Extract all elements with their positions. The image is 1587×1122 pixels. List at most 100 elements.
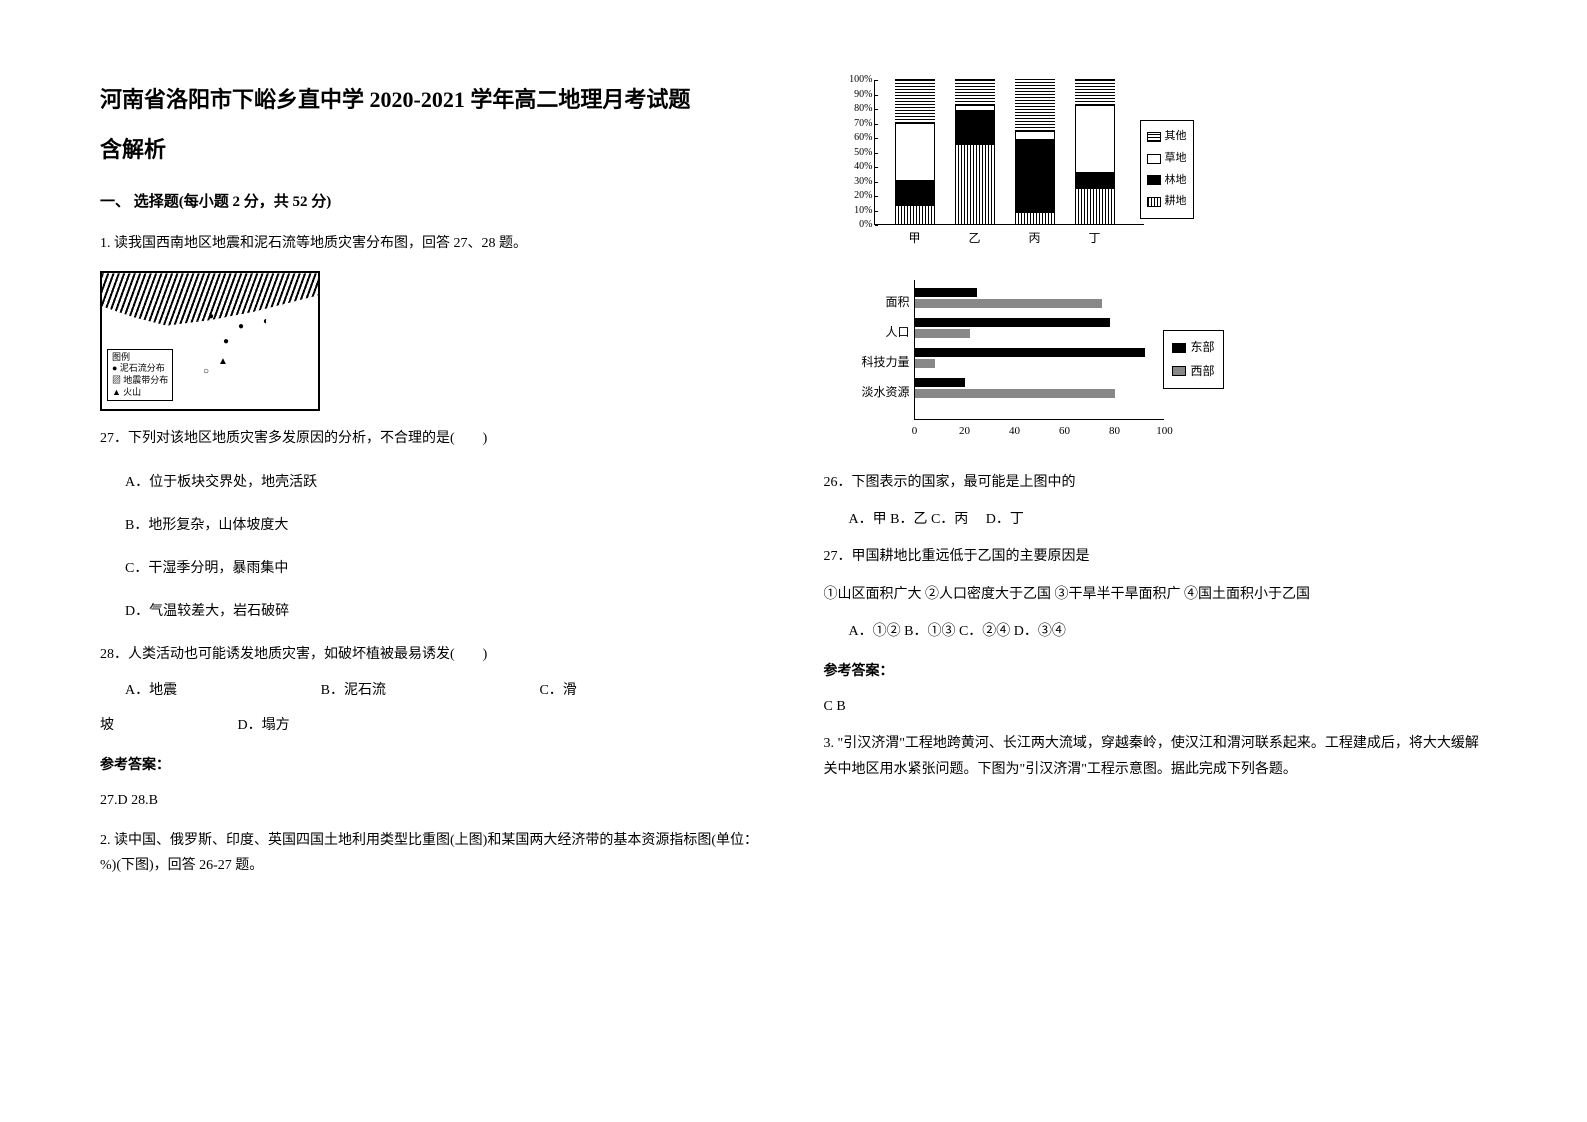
hbar-label: 淡水资源 (845, 382, 910, 404)
map-marker: ● (238, 318, 244, 336)
legend-title: 图例 (112, 352, 168, 364)
legend-swatch (1147, 197, 1161, 207)
legend-item: 耕地 (1147, 192, 1187, 212)
legend-item: ● 泥石流分布 (112, 363, 168, 375)
legend-item: ▲ 火山 (112, 387, 168, 399)
hbar-axes: 面积人口科技力量淡水资源020406080100 (914, 280, 1164, 420)
bar-group (895, 79, 935, 224)
page-container: 河南省洛阳市下峪乡直中学 2020-2021 学年高二地理月考试题 含解析 一、… (100, 80, 1487, 879)
map-legend: 图例 ● 泥石流分布 ▨ 地震带分布 ▲ 火山 (107, 349, 173, 402)
map-marker: ● (223, 333, 229, 351)
answer2-label: 参考答案： (824, 659, 1488, 684)
q1-intro: 1. 读我国西南地区地震和泥石流等地质灾害分布图，回答 27、28 题。 (100, 231, 764, 256)
map-marker: ▲ (218, 353, 228, 371)
legend-item: 其他 (1147, 127, 1187, 147)
q27b-sub: ①山区面积广大 ②人口密度大于乙国 ③干旱半干旱面积广 ④国土面积小于乙国 (824, 582, 1488, 607)
bar-segment (1075, 105, 1115, 173)
answer-label: 参考答案： (100, 753, 764, 778)
legend-item: 草地 (1147, 149, 1187, 169)
bar-segment (955, 144, 995, 224)
answer1: 27.D 28.B (100, 788, 764, 813)
hbar-east (915, 378, 965, 387)
bar-segment (1015, 212, 1055, 224)
hbar-west (915, 299, 1103, 308)
x-label: 丙 (1015, 228, 1055, 250)
x-label: 乙 (955, 228, 995, 250)
hbar-label: 人口 (845, 322, 910, 344)
bar-segment (895, 205, 935, 224)
hbar-west (915, 389, 1115, 398)
hbar-xtick: 0 (912, 422, 918, 442)
left-column: 河南省洛阳市下峪乡直中学 2020-2021 学年高二地理月考试题 含解析 一、… (100, 80, 764, 879)
q27-optA: A．位于板块交界处，地壳活跃 (100, 470, 764, 495)
bar-segment (955, 111, 995, 144)
chart-axes: 0%10%20%30%40%50%60%70%80%90%100%甲乙丙丁 (874, 80, 1144, 225)
bar-segment (1075, 173, 1115, 188)
map-marker: ● (208, 308, 214, 326)
legend-swatch (1172, 366, 1186, 376)
bar-segment (955, 79, 995, 105)
hbar-east (915, 318, 1110, 327)
q27-optB: B．地形复杂，山体坡度大 (100, 513, 764, 538)
hbar-xtick: 100 (1156, 422, 1173, 442)
legend-item: 林地 (1147, 171, 1187, 191)
hbar-west (915, 359, 935, 368)
hbar-legend: 东部 西部 (1163, 330, 1223, 389)
hbar-west (915, 329, 970, 338)
hbar-east (915, 288, 978, 297)
q27b-text: 27．甲国耕地比重远低于乙国的主要原因是 (824, 544, 1488, 569)
q3-intro: 3. "引汉济渭"工程地跨黄河、长江两大流域，穿越秦岭，使汉江和渭河联系起来。工… (824, 731, 1488, 781)
y-tick: 100% (845, 71, 873, 89)
q2-intro: 2. 读中国、俄罗斯、印度、英国四国土地利用类型比重图(上图)和某国两大经济带的… (100, 828, 764, 878)
bar-segment (1075, 188, 1115, 224)
q27b-options: A．①② B．①③ C．②④ D．③④ (824, 619, 1488, 644)
hbar-label: 科技力量 (845, 352, 910, 374)
hbar-xtick: 40 (1009, 422, 1020, 442)
q28-text: 28．人类活动也可能诱发地质灾害，如破坏植被最易诱发( ) (100, 642, 764, 667)
map-figure: ● ● ◐ ● ▲ ○ 图例 ● 泥石流分布 ▨ 地震带分布 ▲ 火山 (100, 271, 320, 411)
q27-text: 27．下列对该地区地质灾害多发原因的分析，不合理的是( ) (100, 426, 764, 451)
q28-options-line1: A．地震 B．泥石流 C．滑 (100, 678, 764, 703)
main-title-line1: 河南省洛阳市下峪乡直中学 2020-2021 学年高二地理月考试题 (100, 80, 764, 120)
hbar-east (915, 348, 1145, 357)
q28-options-line2: 坡 D．塌方 (100, 713, 764, 738)
bar-chart-area: 0%10%20%30%40%50%60%70%80%90%100%甲乙丙丁 其他… (844, 80, 1184, 250)
hbar-xtick: 60 (1059, 422, 1070, 442)
legend-swatch (1147, 175, 1161, 185)
legend-swatch (1172, 343, 1186, 353)
x-label: 丁 (1075, 228, 1115, 250)
hbar-xtick: 80 (1109, 422, 1120, 442)
q27-optD: D．气温较差大，岩石破碎 (100, 599, 764, 624)
hbar-xtick: 20 (959, 422, 970, 442)
legend-swatch (1147, 154, 1161, 164)
main-title-line2: 含解析 (100, 130, 764, 170)
bar-segment (895, 123, 935, 181)
bar-group (1015, 79, 1055, 224)
q27-optC: C．干湿季分明，暴雨集中 (100, 556, 764, 581)
legend-item: 西部 (1172, 361, 1214, 383)
horizontal-bar-chart: 面积人口科技力量淡水资源020406080100 东部 西部 (844, 270, 1224, 450)
map-markers: ● ● ◐ ● ▲ ○ (168, 303, 288, 373)
map-marker: ○ (203, 363, 209, 381)
hbar-label: 面积 (845, 292, 910, 314)
bar-group (1075, 79, 1115, 224)
stacked-bar-chart: 0%10%20%30%40%50%60%70%80%90%100%甲乙丙丁 其他… (824, 80, 1488, 250)
section-header: 一、 选择题(每小题 2 分，共 52 分) (100, 189, 764, 216)
bar-segment (1075, 79, 1115, 105)
chart-legend: 其他 草地 林地 耕地 (1140, 120, 1194, 219)
bar-segment (1015, 131, 1055, 140)
legend-item: ▨ 地震带分布 (112, 375, 168, 387)
right-column: 0%10%20%30%40%50%60%70%80%90%100%甲乙丙丁 其他… (824, 80, 1488, 879)
q26-options: A．甲 B．乙 C．丙 D．丁 (824, 507, 1488, 532)
q26-text: 26．下图表示的国家，最可能是上图中的 (824, 470, 1488, 495)
bar-segment (895, 181, 935, 206)
bar-segment (1015, 79, 1055, 131)
answer2: C B (824, 694, 1488, 719)
bar-segment (895, 79, 935, 123)
x-label: 甲 (895, 228, 935, 250)
bar-segment (1015, 140, 1055, 213)
bar-group (955, 79, 995, 224)
legend-item: 东部 (1172, 337, 1214, 359)
map-marker: ◐ (263, 313, 269, 331)
legend-swatch (1147, 132, 1161, 142)
